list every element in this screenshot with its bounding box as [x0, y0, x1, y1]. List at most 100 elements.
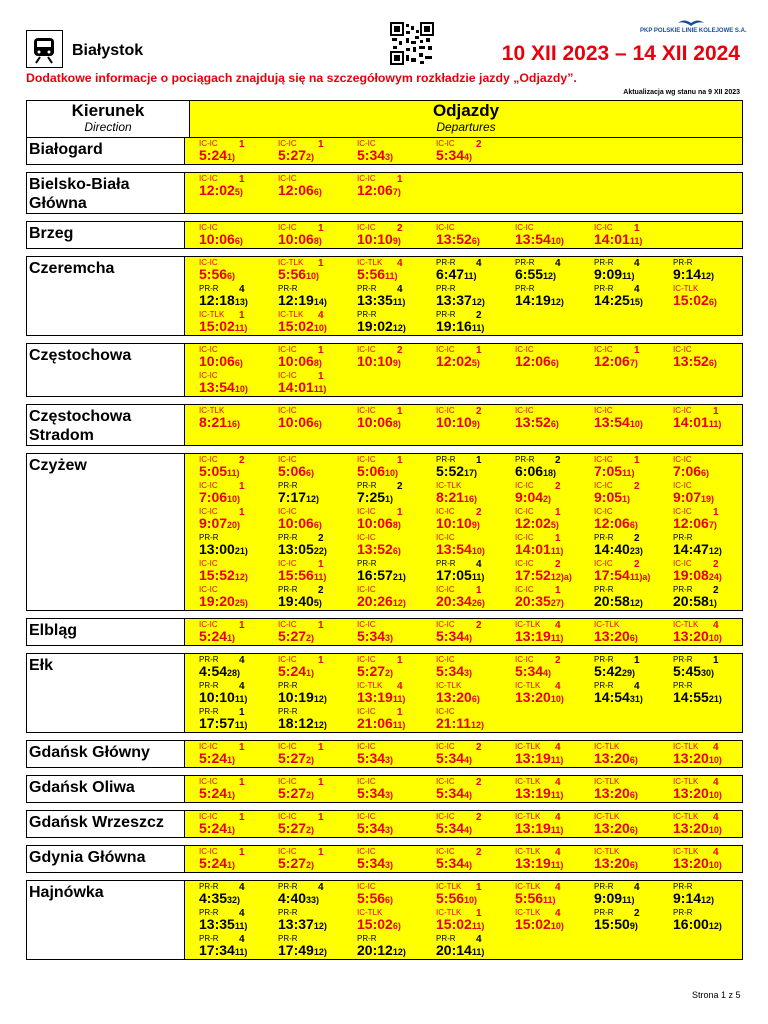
- time-group: 5:344): [436, 820, 472, 836]
- time-group: 6:4711): [436, 266, 477, 282]
- time-group: 5:272): [278, 855, 314, 871]
- departure: PR-R 2 19:1611): [426, 309, 505, 335]
- time-group: 5:344): [515, 663, 551, 679]
- train-type: IC-IC: [673, 559, 692, 568]
- departure: IC-TLK 4 15:0210): [268, 309, 347, 335]
- station-name: Białystok: [72, 42, 144, 59]
- departures: IC-IC 10:066) IC-IC 1 10:068) IC-IC 2 10:109) IC…: [185, 344, 742, 396]
- train-type: IC-IC: [436, 345, 455, 354]
- departure: IC-IC 1 5:272): [268, 138, 347, 164]
- departure: PR-R 4 14:5431): [584, 680, 663, 706]
- footnote: 7): [629, 358, 638, 368]
- footnote: 12): [550, 297, 564, 307]
- departure: IC-IC 13:526): [505, 405, 584, 431]
- departure-time: 9:05: [594, 489, 623, 505]
- departure: IC-TLK 13:206): [584, 619, 663, 645]
- departure-time: 13:52: [436, 231, 472, 247]
- departures: IC-IC 1 5:241) IC-IC 1 5:272) IC-IC 5:343) IC-IC…: [185, 776, 742, 802]
- footnote: 12): [471, 720, 485, 730]
- departure-time: 12:18: [199, 292, 235, 308]
- departure: IC-TLK 4 13:1911): [505, 619, 584, 645]
- time-group: 13:2010): [673, 820, 722, 836]
- departure: IC-TLK 4 5:5611): [347, 257, 426, 283]
- time-group: 8:2116): [199, 414, 240, 430]
- time-group: 14:2515): [594, 292, 643, 308]
- departure: PR-R 20:5812): [584, 584, 663, 610]
- departure: PR-R 4 10:1011): [189, 680, 268, 706]
- departure-time: 17:49: [278, 942, 314, 958]
- destination-name: Czeremcha: [27, 257, 185, 335]
- time-group: 14:4712): [673, 541, 722, 557]
- footnote: 6): [550, 358, 559, 368]
- departure-time: 12:06: [594, 515, 630, 531]
- footnote: 6): [708, 358, 717, 368]
- time-group: 16:5721): [357, 567, 406, 583]
- departure: IC-IC 2 5:0511): [189, 454, 268, 480]
- train-icon: [26, 30, 63, 68]
- departure: IC-TLK 13:206): [584, 776, 663, 802]
- footnote: 12): [701, 895, 715, 905]
- train-type: PR-R: [594, 655, 614, 664]
- operator: PKP POLSKIE LINIE KOLEJOWE S.A.: [640, 28, 747, 34]
- train-type: IC-IC: [436, 585, 455, 594]
- destination-row: Gdańsk Wrzeszcz IC-IC 1 5:241) IC-IC 1 5:272) I…: [26, 810, 743, 838]
- footnote: 10): [708, 790, 722, 800]
- validity-period: 10 XII 2023 – 14 XII 2024: [501, 42, 740, 65]
- train-type: IC-TLK: [436, 481, 462, 490]
- departure: PR-R 4 4:4033): [268, 881, 347, 907]
- destination-name: Brzeg: [27, 222, 185, 248]
- time-group: 13:3511): [357, 292, 405, 308]
- departure: IC-TLK 4 5:5611): [505, 881, 584, 907]
- train-type: PR-R: [199, 681, 219, 690]
- time-group: 15:026): [673, 292, 717, 308]
- time-group: 5:343): [357, 785, 393, 801]
- time-group: 5:0610): [357, 463, 398, 479]
- train-type: IC-IC: [278, 174, 297, 183]
- train-type: IC-IC: [357, 406, 376, 415]
- platform: 1: [318, 559, 324, 570]
- time-group: 5:343): [357, 855, 393, 871]
- footnote: 6): [629, 825, 638, 835]
- departure-time: 16:00: [673, 916, 709, 932]
- train-type: IC-IC: [357, 174, 376, 183]
- time-group: 5:241): [199, 785, 235, 801]
- platform: 1: [476, 908, 482, 919]
- platform: 4: [713, 620, 719, 631]
- departure: IC-IC 1 12:025): [426, 344, 505, 370]
- footnote: 11): [550, 633, 564, 643]
- platform: 4: [239, 882, 245, 893]
- timetable: Kierunek Direction Odjazdy Departures Bi…: [26, 100, 743, 960]
- departure-time: 10:06: [278, 414, 314, 430]
- time-group: 5:5611): [357, 266, 398, 282]
- time-group: 5:272): [357, 663, 393, 679]
- departure-time: 13:20: [436, 689, 472, 705]
- departure-time: 19:16: [436, 318, 472, 334]
- time-group: 13:526): [436, 231, 480, 247]
- footnote: 11): [234, 947, 248, 957]
- footnote: 9): [392, 236, 401, 246]
- train-type: IC-IC: [278, 406, 297, 415]
- platform: 4: [634, 882, 640, 893]
- footnote: 11): [550, 790, 564, 800]
- footnote: 11): [471, 947, 485, 957]
- departure: IC-TLK 15:026): [663, 283, 742, 309]
- time-group: 12:025): [515, 515, 559, 531]
- footnote: 12): [629, 598, 643, 608]
- departure: IC-IC 1 20:3527): [505, 584, 584, 610]
- footnote: 7): [708, 520, 717, 530]
- time-group: 12:067): [594, 353, 638, 369]
- footnote: 6): [313, 419, 322, 429]
- platform: 1: [555, 585, 561, 596]
- train-type: IC-IC: [515, 655, 534, 664]
- time-group: 5:344): [436, 147, 472, 163]
- departure-time: 15:02: [357, 916, 393, 932]
- time-group: 10:1011): [199, 689, 247, 705]
- train-type: IC-TLK: [515, 882, 541, 891]
- time-group: 5:5217): [436, 463, 477, 479]
- platform: 2: [318, 533, 324, 544]
- platform: 4: [555, 620, 561, 631]
- platform: 4: [713, 812, 719, 823]
- platform: 1: [476, 882, 482, 893]
- departure: IC-IC 1 5:272): [268, 619, 347, 645]
- departure-time: 10:10: [199, 689, 235, 705]
